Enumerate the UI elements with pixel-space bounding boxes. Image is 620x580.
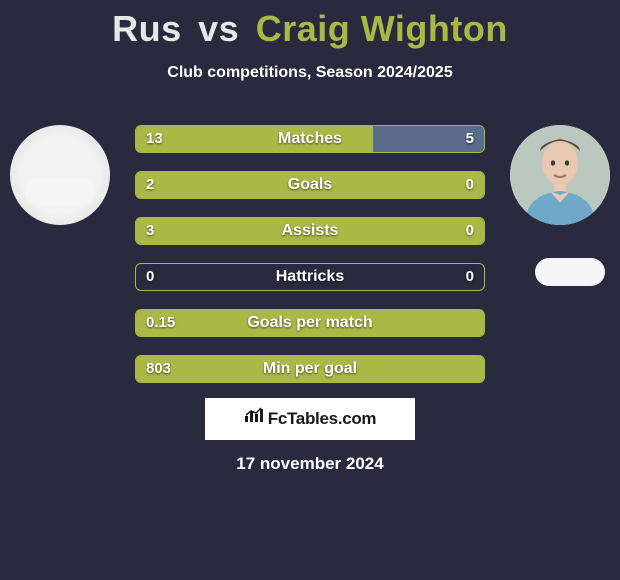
- watermark: FcTables.com: [205, 398, 415, 440]
- stat-label: Assists: [136, 218, 484, 245]
- avatar-right-portrait: [510, 125, 610, 225]
- subtitle: Club competitions, Season 2024/2025: [0, 64, 620, 82]
- stat-row: 0.15Goals per match: [135, 309, 485, 337]
- stat-label: Matches: [136, 126, 484, 153]
- stat-row: 30Assists: [135, 217, 485, 245]
- page-title: Rus vs Craig Wighton: [0, 0, 620, 50]
- avatar-left: [10, 125, 110, 225]
- stat-row: 20Goals: [135, 171, 485, 199]
- stat-row: 00Hattricks: [135, 263, 485, 291]
- stat-label: Hattricks: [136, 264, 484, 291]
- chart-icon: [244, 397, 264, 439]
- watermark-text: FcTables.com: [268, 409, 377, 428]
- stat-label: Min per goal: [136, 356, 484, 383]
- date-label: 17 november 2024: [0, 454, 620, 474]
- flag-right: [535, 258, 605, 286]
- stat-label: Goals per match: [136, 310, 484, 337]
- flag-left: [25, 178, 95, 206]
- stat-bars: 135Matches 20Goals 30Assists 00Hattricks 0.1…: [135, 125, 485, 401]
- title-player1: Rus: [112, 8, 182, 49]
- stat-row: 135Matches: [135, 125, 485, 153]
- stat-label: Goals: [136, 172, 484, 199]
- title-vs: vs: [198, 8, 239, 49]
- title-player2: Craig Wighton: [256, 8, 508, 49]
- stat-row: 803Min per goal: [135, 355, 485, 383]
- avatar-right: [510, 125, 610, 225]
